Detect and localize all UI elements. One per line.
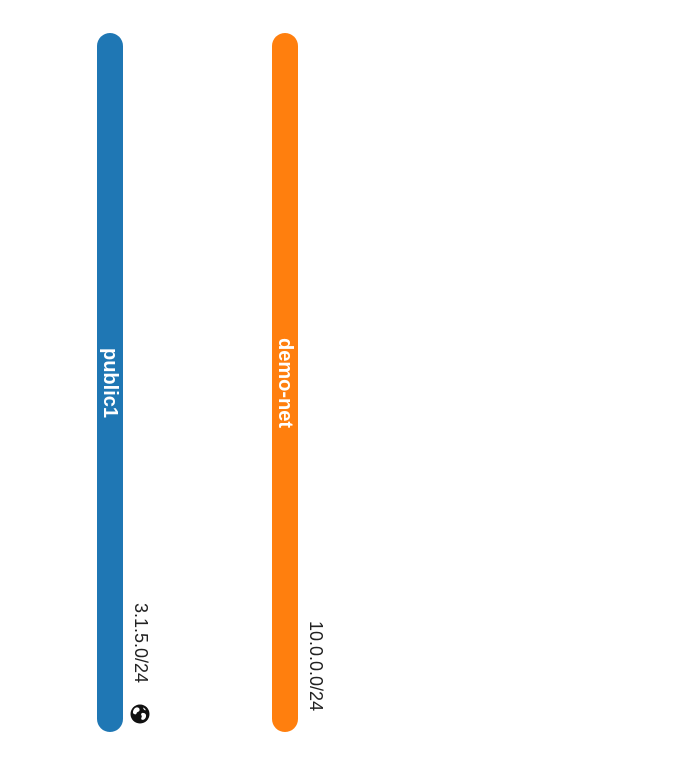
network-bar-demo-net[interactable]: demo-net xyxy=(272,33,298,732)
globe-icon xyxy=(130,704,150,724)
network-bar-public1[interactable]: public1 xyxy=(97,33,123,732)
network-name-public1: public1 xyxy=(99,347,121,418)
network-cidr-public1: 3.1.5.0/24 xyxy=(131,603,151,684)
network-name-demo-net: demo-net xyxy=(274,337,296,428)
network-cidr-demo-net: 10.0.0.0/24 xyxy=(306,621,326,712)
